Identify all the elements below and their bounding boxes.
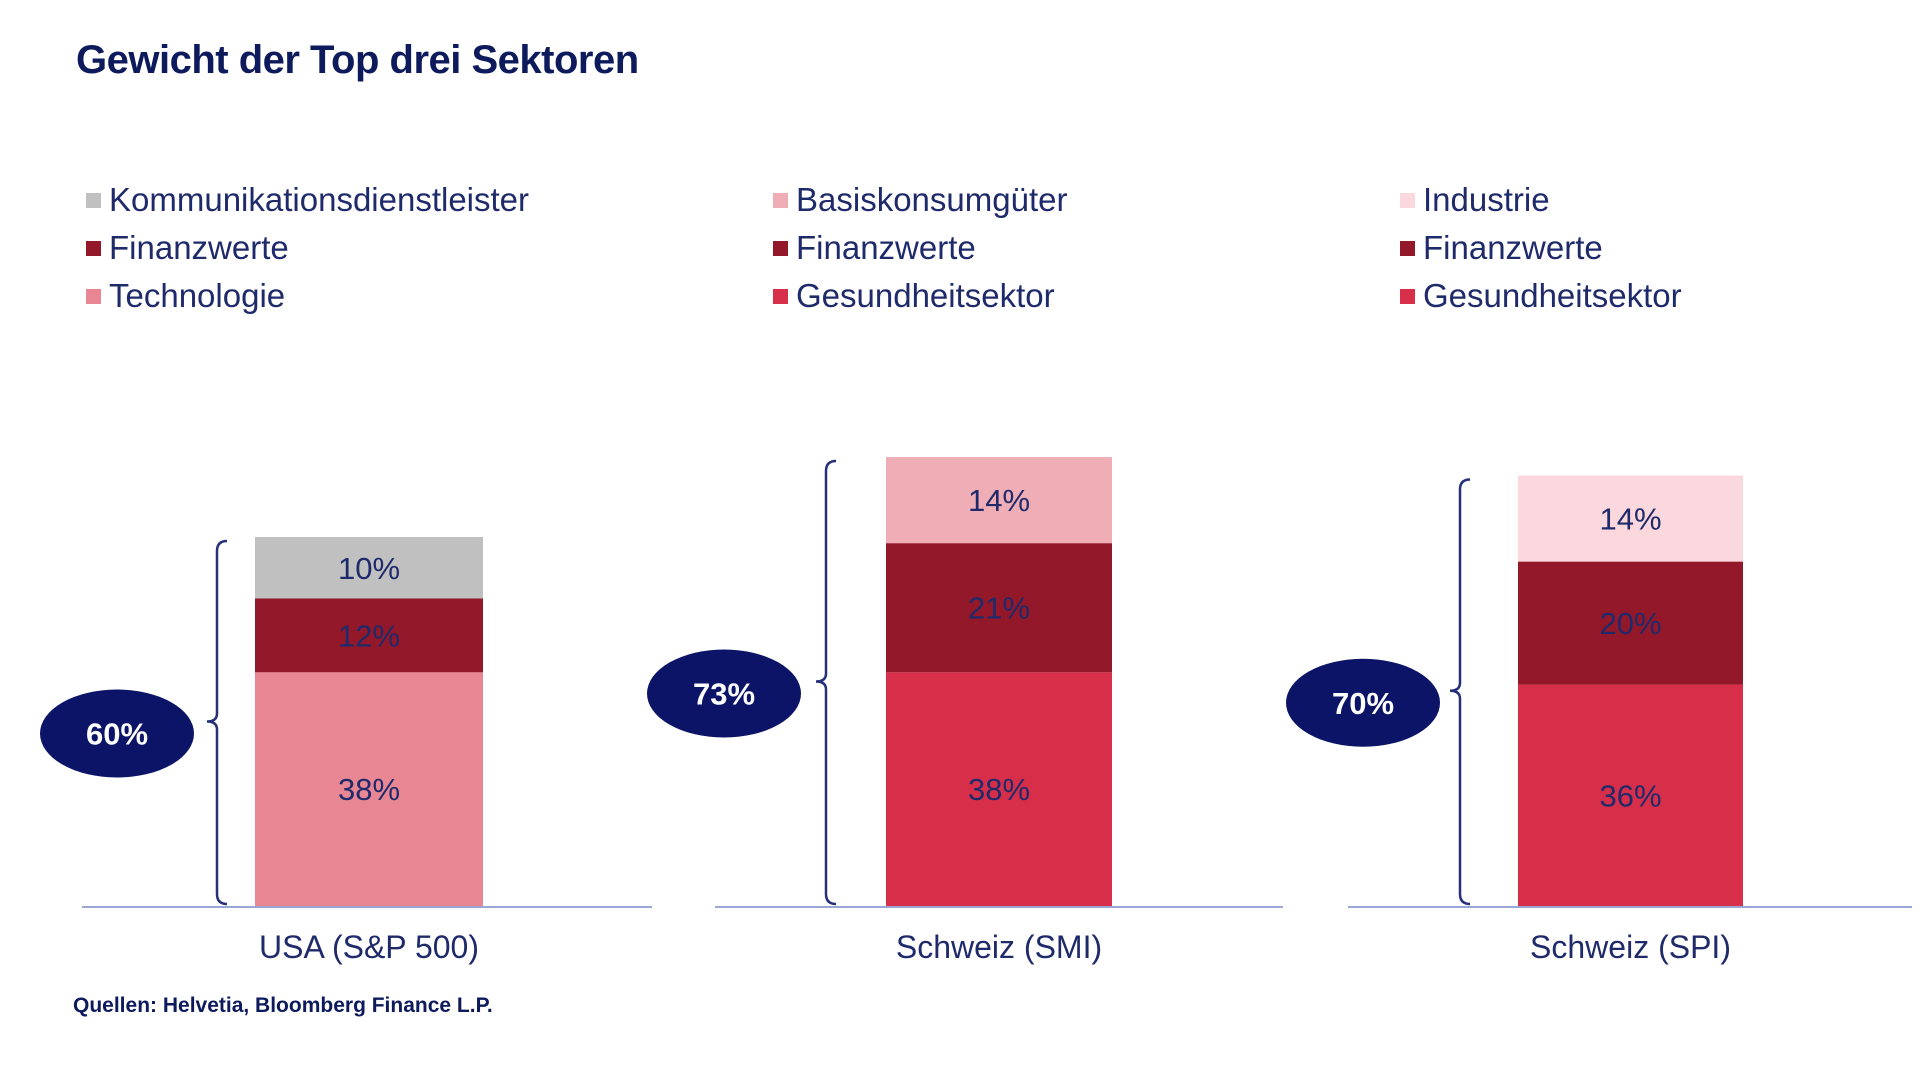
bracket <box>206 539 228 906</box>
legend-smi: Basiskonsumgüter Finanzwerte Gesundheits… <box>773 176 1067 320</box>
legend-item: Finanzwerte <box>773 224 1067 272</box>
legend-item: Gesundheitsektor <box>1400 272 1682 320</box>
legend-label: Industrie <box>1423 181 1550 218</box>
legend-label: Technologie <box>109 277 286 314</box>
bar-segment <box>1518 475 1743 562</box>
total-bubble <box>1286 658 1440 747</box>
data-label: 10% <box>338 551 400 586</box>
data-label: 14% <box>968 483 1030 518</box>
bar-segment <box>255 598 483 673</box>
legend-swatch <box>773 240 788 256</box>
legend-swatch <box>1400 240 1415 256</box>
legend-swatch <box>86 240 101 256</box>
legend-item: Kommunikationsdienstleister <box>86 176 529 224</box>
bracket <box>815 459 837 906</box>
source-note: Quellen: Helvetia, Bloomberg Finance L.P… <box>73 994 493 1017</box>
legend-item: Basiskonsumgüter <box>773 176 1067 224</box>
total-label: 70% <box>1332 686 1394 721</box>
total-label: 73% <box>693 677 755 712</box>
total-bubble <box>40 689 194 778</box>
bar-segment <box>1518 561 1743 685</box>
legend-item: Industrie <box>1400 176 1682 224</box>
category-label: Schweiz (SPI) <box>1530 929 1731 965</box>
legend-label: Basiskonsumgüter <box>796 181 1068 218</box>
legend-swatch <box>773 192 788 208</box>
category-label: USA (S&P 500) <box>259 929 479 965</box>
data-label: 20% <box>1599 606 1661 641</box>
legend-label: Gesundheitsektor <box>796 277 1055 314</box>
bar-segment <box>255 672 483 906</box>
page-title: Gewicht der Top drei Sektoren <box>76 38 639 82</box>
data-label: 38% <box>338 772 400 807</box>
legend-swatch <box>1400 288 1415 304</box>
data-label: 36% <box>1599 778 1661 813</box>
legend-label: Finanzwerte <box>796 229 976 266</box>
legend-spi: Industrie Finanzwerte Gesundheitsektor <box>1400 176 1682 320</box>
legend-usa: Kommunikationsdienstleister Finanzwerte … <box>86 176 529 320</box>
legend-item: Finanzwerte <box>1400 224 1682 272</box>
legend-label: Gesundheitsektor <box>1423 277 1682 314</box>
data-label: 38% <box>968 772 1030 807</box>
bar-segment <box>255 537 483 599</box>
data-label: 14% <box>1599 502 1661 537</box>
legend-label: Finanzwerte <box>1423 229 1603 266</box>
bar-segment <box>886 543 1112 673</box>
bracket <box>1449 478 1471 906</box>
legend-swatch <box>773 288 788 304</box>
bar-segment <box>1518 684 1743 906</box>
bar-segment <box>886 457 1112 544</box>
legend-swatch <box>86 192 101 208</box>
legend-label: Finanzwerte <box>109 229 289 266</box>
legend-item: Technologie <box>86 272 529 320</box>
legend-swatch <box>1400 192 1415 208</box>
data-label: 21% <box>968 591 1030 626</box>
legend-item: Gesundheitsektor <box>773 272 1067 320</box>
legend-item: Finanzwerte <box>86 224 529 272</box>
category-label: Schweiz (SMI) <box>896 929 1102 965</box>
legend-label: Kommunikationsdienstleister <box>109 181 530 218</box>
data-label: 12% <box>338 618 400 653</box>
bar-segment <box>886 672 1112 906</box>
total-label: 60% <box>86 717 148 752</box>
legend-swatch <box>86 288 101 304</box>
total-bubble <box>647 649 801 738</box>
